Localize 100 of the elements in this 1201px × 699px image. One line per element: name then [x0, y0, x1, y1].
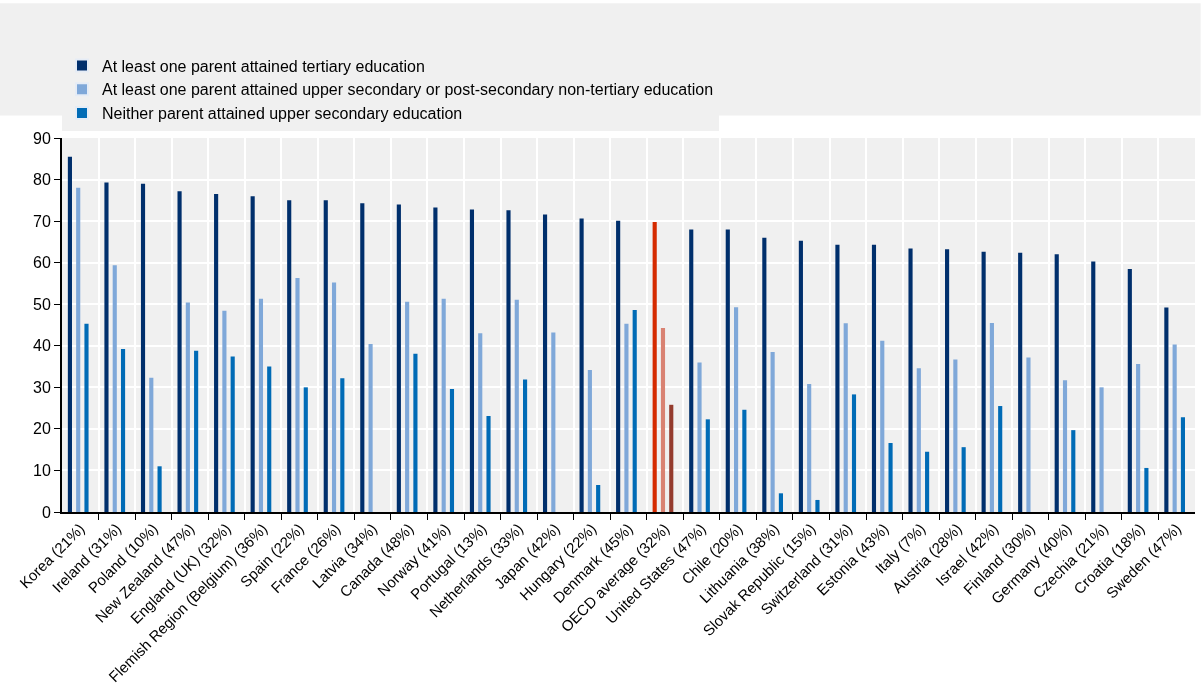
bar — [961, 447, 966, 512]
bar — [250, 196, 255, 512]
y-tick-label: 10 — [33, 462, 51, 480]
bar — [778, 493, 783, 512]
legend-label: At least one parent attained upper secondary or post-secondary non-tertiary education — [102, 81, 714, 99]
bar — [405, 301, 410, 512]
bar — [84, 323, 89, 512]
bar — [916, 368, 921, 512]
bar — [149, 377, 154, 512]
bar — [742, 409, 747, 512]
bar — [542, 214, 548, 512]
y-tick-label: 60 — [33, 254, 51, 272]
bar — [632, 310, 637, 512]
bar — [925, 451, 930, 512]
bar — [880, 340, 885, 512]
bar — [222, 310, 227, 512]
bar — [1054, 254, 1059, 512]
bar — [1180, 417, 1186, 512]
bar — [214, 194, 219, 512]
bar — [1164, 307, 1169, 512]
bar — [1099, 387, 1104, 512]
bar — [413, 353, 418, 512]
bar — [998, 406, 1003, 512]
bar — [953, 359, 958, 512]
bar — [843, 323, 848, 512]
y-tick-label: 50 — [33, 295, 51, 313]
bar — [157, 466, 162, 512]
bar — [323, 200, 328, 512]
bar — [177, 191, 182, 512]
bar — [506, 210, 511, 512]
bar — [762, 237, 767, 512]
y-tick-label: 90 — [33, 129, 51, 147]
bar — [1018, 252, 1023, 512]
bar — [295, 278, 300, 512]
y-tick-label: 70 — [33, 212, 51, 230]
bar — [851, 394, 857, 512]
bar — [360, 203, 365, 512]
bar — [807, 384, 812, 512]
bar — [871, 244, 877, 512]
bar — [67, 156, 72, 512]
bar — [1026, 357, 1031, 512]
bar — [433, 207, 438, 512]
bar — [697, 362, 702, 512]
bar — [1091, 261, 1096, 512]
bar — [616, 220, 621, 512]
bar — [835, 244, 840, 512]
bar — [449, 389, 455, 512]
bar — [1071, 430, 1076, 512]
bar — [185, 302, 190, 512]
bar — [258, 298, 264, 512]
legend-label: At least one parent attained tertiary education — [102, 57, 425, 75]
y-tick-label: 20 — [33, 420, 51, 438]
bar — [652, 221, 657, 512]
bar — [140, 183, 146, 512]
y-tick-label: 80 — [33, 171, 51, 189]
bar — [230, 356, 235, 512]
bar — [734, 307, 739, 512]
bar — [486, 416, 491, 512]
bar — [523, 379, 528, 512]
bar — [441, 298, 446, 512]
legend-label: Neither parent attained upper secondary education — [102, 105, 463, 123]
bar — [725, 229, 730, 512]
bar — [112, 265, 117, 512]
y-tick-label: 40 — [33, 337, 51, 355]
bar — [120, 349, 126, 512]
bar — [1127, 268, 1132, 512]
bar — [908, 248, 913, 512]
bar — [705, 419, 710, 512]
bar — [287, 200, 292, 512]
bar — [514, 299, 519, 512]
bar — [331, 282, 337, 512]
bar — [267, 366, 272, 512]
bar — [478, 333, 483, 512]
bar — [303, 387, 308, 512]
bar — [396, 204, 401, 512]
bar — [945, 249, 950, 512]
y-tick-label: 0 — [41, 503, 51, 521]
bar — [76, 187, 81, 512]
bar — [596, 484, 601, 512]
bar — [579, 218, 584, 512]
bar — [104, 182, 109, 512]
bar — [660, 327, 666, 512]
bar — [1062, 380, 1068, 512]
bar — [587, 369, 592, 512]
bar — [340, 378, 345, 512]
bar — [888, 443, 893, 512]
bar — [1136, 364, 1141, 512]
bar — [669, 404, 674, 512]
bar — [798, 240, 803, 512]
bar — [551, 332, 556, 512]
bar — [1144, 467, 1149, 512]
bar — [624, 323, 629, 512]
bar — [989, 322, 994, 512]
bar — [981, 251, 986, 512]
bar — [815, 499, 820, 512]
bar — [194, 350, 199, 512]
bar — [368, 344, 373, 512]
bar — [770, 352, 775, 512]
bar — [1172, 344, 1177, 512]
y-tick-label: 30 — [33, 378, 51, 396]
